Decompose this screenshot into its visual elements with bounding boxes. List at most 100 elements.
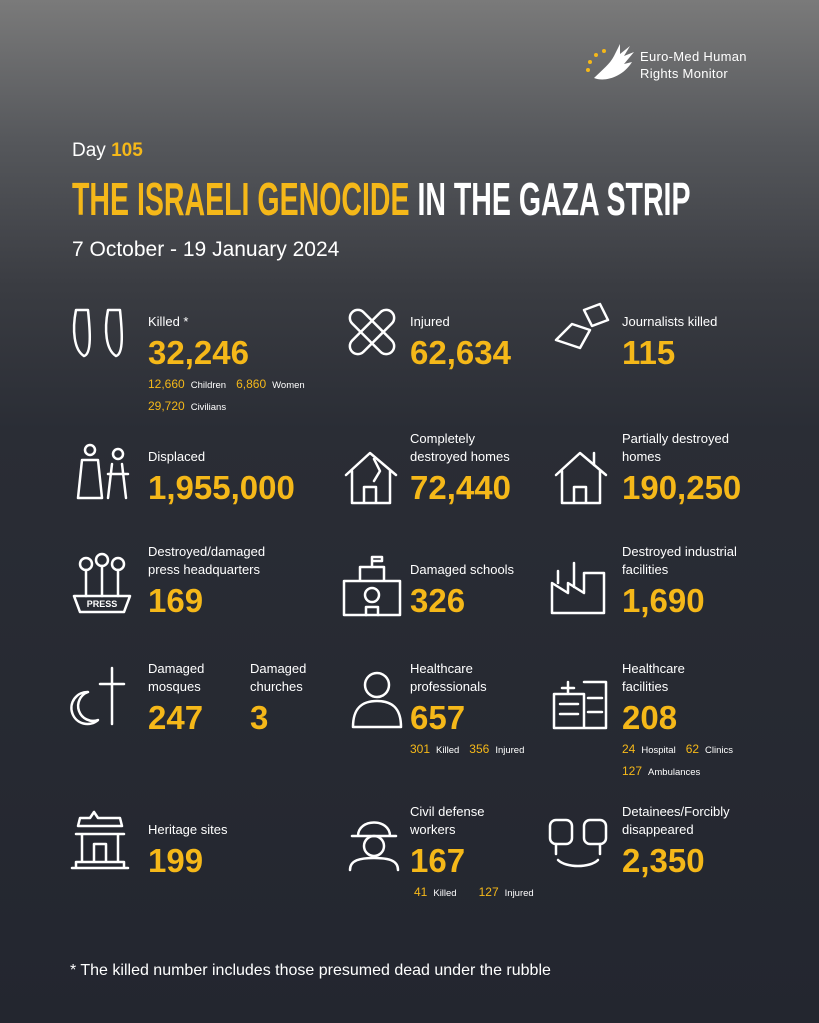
- detail-value: 12,660: [148, 377, 185, 391]
- stat-item: Completely destroyed homes 72,440: [410, 431, 511, 506]
- detail: 24 Hospital: [622, 740, 676, 758]
- detail: 62 Clinics: [686, 740, 733, 758]
- detail: 41 Killed: [414, 883, 457, 901]
- stat-item: Heritage sites 199: [148, 822, 227, 879]
- detail: 6,860 Women: [236, 375, 305, 393]
- stat-value: 167: [410, 842, 466, 879]
- detail-label: Women: [272, 380, 305, 391]
- stat-value: 115: [622, 334, 676, 371]
- stat-label: Healthcare facilities: [622, 661, 685, 694]
- logo-text: Euro-Med Human: [640, 49, 747, 64]
- stat-item: Healthcare professionals 657 301 Killed 356 I…: [410, 661, 570, 758]
- stat-label: Civil defense workers: [410, 804, 485, 837]
- stat-item: Partially destroyed homes 190,250: [622, 431, 742, 506]
- stat-label: Injured: [410, 314, 450, 329]
- stat-value: 1,955,000: [148, 469, 295, 506]
- stat-label: Completely destroyed homes: [410, 431, 510, 464]
- stat-icon: [348, 308, 396, 356]
- stat-label: Heritage sites: [148, 822, 228, 837]
- stat-icon: [554, 451, 608, 505]
- detail-label: Killed: [433, 888, 457, 899]
- stat-item: Civil defense workers 167 41 Killed 127 Injur…: [410, 804, 554, 901]
- detail-value: 41: [414, 885, 428, 899]
- stat-value: 326: [410, 582, 466, 619]
- stat-icon: [351, 671, 403, 729]
- detail-value: 62: [685, 742, 700, 756]
- detail: 12,660 Children: [148, 375, 226, 393]
- detail-label: Ambulances: [648, 767, 701, 778]
- stat-icon: [70, 666, 126, 726]
- detail: 127 Injured: [479, 883, 534, 901]
- logo-text: Rights Monitor: [640, 66, 729, 81]
- icon-text: PRESS: [87, 599, 118, 609]
- stat-item: Damaged churches 3: [250, 661, 306, 736]
- stat-value: 199: [148, 842, 204, 879]
- stat-item: Damaged mosques 247: [148, 661, 204, 736]
- stat-label: Healthcare professionals: [410, 661, 487, 694]
- stat-value: 657: [410, 699, 466, 736]
- detail-label: Injured: [495, 745, 525, 756]
- stat-icon: [552, 680, 608, 730]
- logo-icon: [586, 44, 634, 80]
- stat-label: Killed *: [148, 314, 189, 329]
- stat-label: Displaced: [148, 449, 206, 464]
- stat-label: Partially destroyed homes: [622, 431, 729, 464]
- stat-icon: [550, 561, 606, 615]
- stat-icon: [344, 451, 398, 505]
- detail-label: Clinics: [705, 745, 734, 756]
- footnote: * The killed number includes those presu…: [70, 962, 551, 979]
- stat-item: Injured 62,634: [410, 314, 511, 371]
- detail: 29,720 Civilians: [148, 397, 226, 415]
- stat-icon: [70, 810, 130, 870]
- stat-label: Destroyed industrial facilities: [622, 544, 737, 577]
- stat-icon: [348, 821, 400, 872]
- detail: 356 Injured: [469, 740, 524, 758]
- date-range: 7 October - 19 January 2024: [72, 238, 340, 261]
- detail-value: 6,860: [236, 377, 267, 391]
- stat-value: 190,250: [622, 469, 742, 506]
- detail-value: 127: [622, 764, 643, 778]
- stat-item: Destroyed/damaged press headquarters 169: [148, 544, 265, 619]
- stat-value: 72,440: [410, 469, 511, 506]
- detail-label: Injured: [504, 888, 534, 899]
- day-number: 105: [111, 140, 143, 161]
- stat-item: Displaced 1,955,000: [148, 449, 295, 506]
- stat-value: 169: [148, 582, 204, 619]
- stat-label: Destroyed/damaged press headquarters: [148, 544, 266, 577]
- detail-value: 127: [478, 885, 499, 899]
- stat-item: Damaged schools 326: [410, 562, 514, 619]
- detail-label: Children: [190, 380, 227, 391]
- stat-value: 62,634: [410, 334, 511, 371]
- stat-value: 3: [250, 699, 269, 736]
- stat-item: Journalists killed 115: [622, 314, 717, 371]
- stat-label: Damaged schools: [410, 562, 515, 577]
- title: IN THE GAZA STRIP: [417, 173, 691, 225]
- day-label: Day: [72, 140, 106, 161]
- detail-value: 301: [410, 742, 431, 756]
- stat-item: Detainees/Forcibly disappeared 2,350: [622, 804, 730, 879]
- stat-item: Healthcare facilities 208 24 Hospital 62 Clin…: [622, 661, 772, 780]
- detail: 301 Killed: [410, 740, 459, 758]
- detail-label: Hospital: [641, 745, 676, 756]
- stat-details: 24 Hospital 62 Clinics 127 Ambulances: [622, 740, 772, 780]
- stat-icon: [72, 308, 123, 358]
- stat-icon: [76, 443, 130, 500]
- detail-value: 356: [469, 742, 490, 756]
- stat-icon: [342, 555, 402, 617]
- stat-value: 32,246: [148, 334, 249, 371]
- stat-value: 208: [622, 699, 678, 736]
- stat-details: 12,660 Children 6,860 Women 29,720 Civilians: [148, 375, 338, 415]
- stat-item: Killed * 32,246 12,660 Children 6,860 Women 29…: [148, 314, 338, 415]
- stat-icon: [548, 818, 608, 868]
- detail-label: Killed: [436, 745, 460, 756]
- stat-label: Journalists killed: [622, 314, 718, 329]
- detail-label: Civilians: [190, 402, 227, 413]
- stat-details: 301 Killed 356 Injured: [410, 740, 570, 758]
- stat-value: 2,350: [622, 842, 705, 879]
- stat-item: Destroyed industrial facilities 1,690: [622, 544, 737, 619]
- detail-value: 29,720: [148, 399, 185, 413]
- stat-icon: [554, 302, 610, 350]
- detail-value: 24: [622, 742, 636, 756]
- detail: 127 Ambulances: [622, 762, 700, 780]
